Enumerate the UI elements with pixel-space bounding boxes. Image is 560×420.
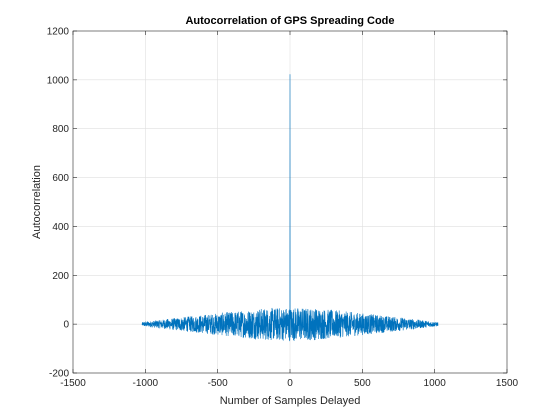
x-tick-label: -500 <box>208 378 228 389</box>
x-tick-labels: -1500 -1000 -500 0 500 1000 1500 <box>60 378 518 389</box>
y-axis-label: Autocorrelation <box>31 165 43 239</box>
x-axis-label: Number of Samples Delayed <box>220 395 361 407</box>
y-tick-label: 1200 <box>47 27 70 38</box>
y-tick-label: 1000 <box>47 75 70 86</box>
x-tick-label: 0 <box>287 378 293 389</box>
y-tick-label: 800 <box>52 124 69 135</box>
x-tick-label: 500 <box>354 378 371 389</box>
y-tick-label: 0 <box>63 320 69 331</box>
plot-area <box>141 74 439 342</box>
y-tick-labels: -200 0 200 400 600 800 1000 1200 <box>47 27 70 380</box>
x-tick-label: 1500 <box>496 378 519 389</box>
tick-marks <box>72 30 508 374</box>
x-tick-label: -1500 <box>60 378 86 389</box>
y-tick-label: 400 <box>52 222 69 233</box>
y-tick-label: 600 <box>52 173 69 184</box>
x-tick-label: 1000 <box>424 378 447 389</box>
chart-title: Autocorrelation of GPS Spreading Code <box>185 15 394 27</box>
x-tick-label: -1000 <box>133 378 159 389</box>
autocorrelation-series-line <box>141 74 439 342</box>
y-tick-label: -200 <box>49 369 69 380</box>
y-tick-label: 200 <box>52 271 69 282</box>
